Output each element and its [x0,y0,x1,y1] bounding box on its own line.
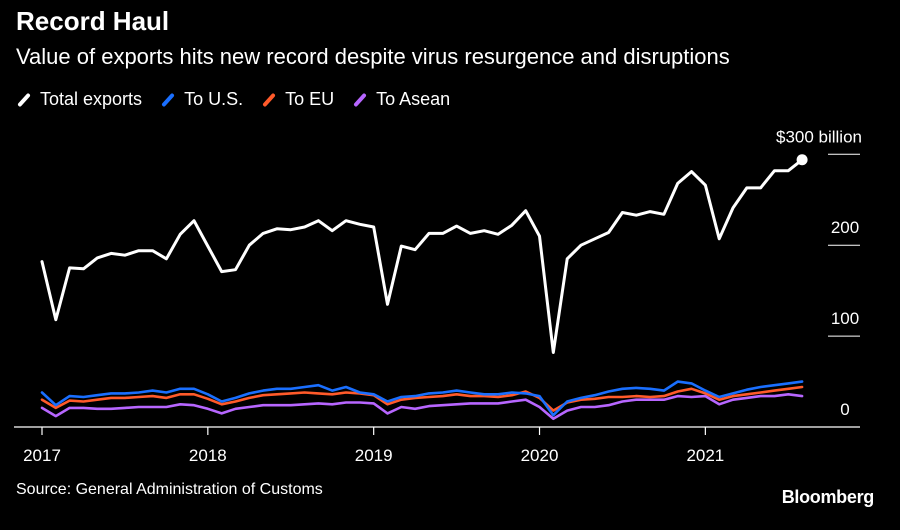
legend-item-total-exports: Total exports [16,89,142,110]
legend-item-to-eu: To EU [261,89,334,110]
y-tick-label: 0 [840,400,849,419]
legend: Total exports To U.S. To EU To Asean [16,89,450,110]
legend-label-to-asean: To Asean [376,89,451,109]
series-line-to-asean [40,392,804,421]
legend-item-to-us: To U.S. [160,89,243,110]
last-point-marker [796,154,808,166]
series-line-to-u-s [40,380,804,417]
chart-subtitle: Value of exports hits new record despite… [16,44,730,69]
y-tick-label: 200 [831,218,859,237]
series-line-to-eu [40,385,804,412]
legend-label-total-exports: Total exports [40,89,143,109]
x-tick-label: 2020 [521,446,559,465]
legend-label-to-us: To U.S. [184,89,244,109]
legend-item-to-asean: To Asean [352,89,450,110]
x-tick-label: 2018 [189,446,227,465]
source-note: Source: General Administration of Custom… [16,481,323,498]
x-tick-label: 2019 [355,446,393,465]
x-tick-label: 2021 [686,446,724,465]
legend-label-to-eu: To EU [285,89,335,109]
chart-title: Record Haul [16,6,170,36]
x-tick-label: 2017 [23,446,61,465]
series-line-total-exports [40,158,804,354]
y-tick-label: 100 [831,309,859,328]
bloomberg-logo: Bloomberg [781,487,875,507]
y-tick-label: $300 billion [776,127,862,146]
